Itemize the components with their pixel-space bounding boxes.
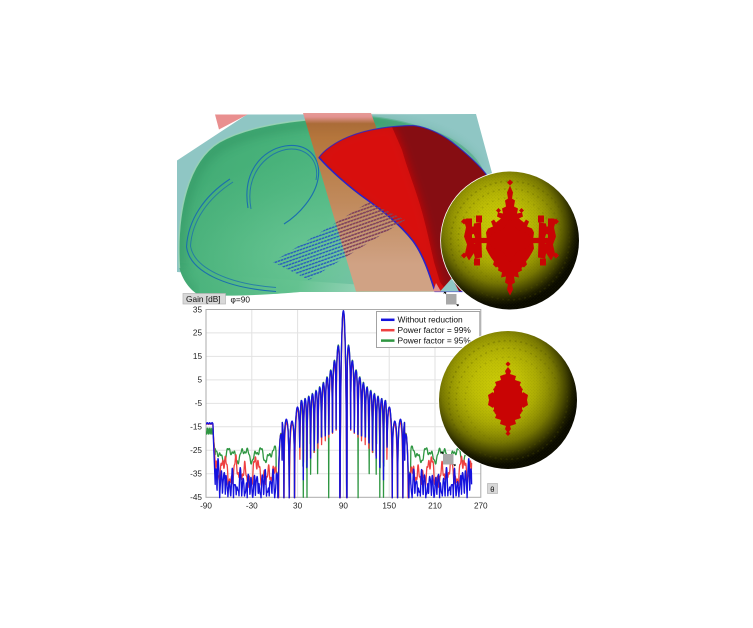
svg-text:-35: -35 [190,470,202,479]
svg-text:θ: θ [490,485,494,494]
svg-text:90: 90 [339,502,349,511]
svg-text:25: 25 [193,329,203,338]
svg-text:Power factor = 99%: Power factor = 99% [398,325,472,335]
svg-text:Without reduction: Without reduction [398,315,464,325]
svg-text:150: 150 [382,502,396,511]
svg-text:-15: -15 [190,423,202,432]
svg-text:-30: -30 [246,502,258,511]
svg-text:-45: -45 [190,493,202,502]
svg-text:Power factor = 95%: Power factor = 95% [398,336,472,346]
svg-text:-90: -90 [200,502,212,511]
svg-text:-5: -5 [195,399,203,408]
svg-text:Gain [dB]: Gain [dB] [186,294,221,304]
svg-text:-25: -25 [190,446,202,455]
svg-text:35: 35 [193,305,203,314]
svg-text:φ=90: φ=90 [231,294,251,304]
svg-text:210: 210 [428,502,442,511]
svg-text:270: 270 [474,502,488,511]
svg-text:15: 15 [193,352,203,361]
svg-text:5: 5 [197,376,202,385]
svg-text:30: 30 [293,502,303,511]
